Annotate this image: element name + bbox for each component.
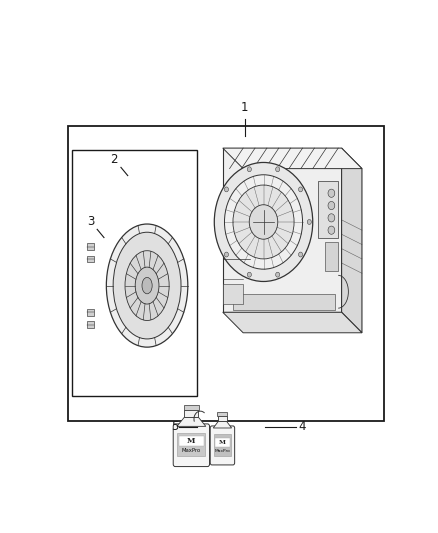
Ellipse shape <box>125 251 169 320</box>
Bar <box>184 410 198 417</box>
Bar <box>184 405 199 410</box>
Circle shape <box>224 252 229 257</box>
FancyBboxPatch shape <box>210 426 235 465</box>
Bar <box>215 438 230 447</box>
Bar <box>177 433 205 456</box>
Circle shape <box>328 201 335 209</box>
Bar <box>87 321 94 328</box>
Circle shape <box>328 226 335 235</box>
Bar <box>325 243 338 271</box>
Polygon shape <box>177 417 206 426</box>
Polygon shape <box>223 148 362 168</box>
Text: 3: 3 <box>87 215 94 228</box>
Text: 2: 2 <box>110 152 118 166</box>
Bar <box>179 436 204 446</box>
Bar <box>233 294 335 310</box>
Text: MaxPro: MaxPro <box>182 448 201 453</box>
Polygon shape <box>213 422 232 428</box>
Text: 5: 5 <box>172 420 179 433</box>
Circle shape <box>214 163 313 281</box>
Bar <box>214 434 231 456</box>
Ellipse shape <box>106 224 188 347</box>
Circle shape <box>247 167 251 172</box>
Bar <box>217 411 227 416</box>
Circle shape <box>247 272 251 277</box>
Text: MaxPro: MaxPro <box>215 449 230 453</box>
Ellipse shape <box>142 277 152 294</box>
Circle shape <box>233 185 294 259</box>
FancyBboxPatch shape <box>173 424 209 466</box>
Circle shape <box>328 214 335 222</box>
Circle shape <box>276 272 280 277</box>
Circle shape <box>225 175 303 269</box>
Bar <box>87 256 94 262</box>
Circle shape <box>299 252 303 257</box>
Circle shape <box>249 205 278 239</box>
Text: M: M <box>187 437 195 445</box>
Polygon shape <box>223 312 362 333</box>
Circle shape <box>276 167 280 172</box>
Text: 1: 1 <box>241 101 249 114</box>
Ellipse shape <box>113 232 181 339</box>
Bar <box>68 126 384 421</box>
Bar <box>87 309 94 316</box>
Text: M: M <box>219 440 226 445</box>
Bar <box>318 181 338 238</box>
Bar <box>72 150 197 397</box>
Circle shape <box>299 187 303 192</box>
Bar <box>223 284 243 304</box>
Text: 4: 4 <box>299 420 306 433</box>
Polygon shape <box>223 148 342 312</box>
Bar <box>87 243 94 250</box>
Ellipse shape <box>135 267 159 304</box>
Circle shape <box>224 187 229 192</box>
Circle shape <box>328 189 335 197</box>
Circle shape <box>307 220 311 224</box>
Polygon shape <box>342 148 362 333</box>
Bar <box>218 416 226 422</box>
